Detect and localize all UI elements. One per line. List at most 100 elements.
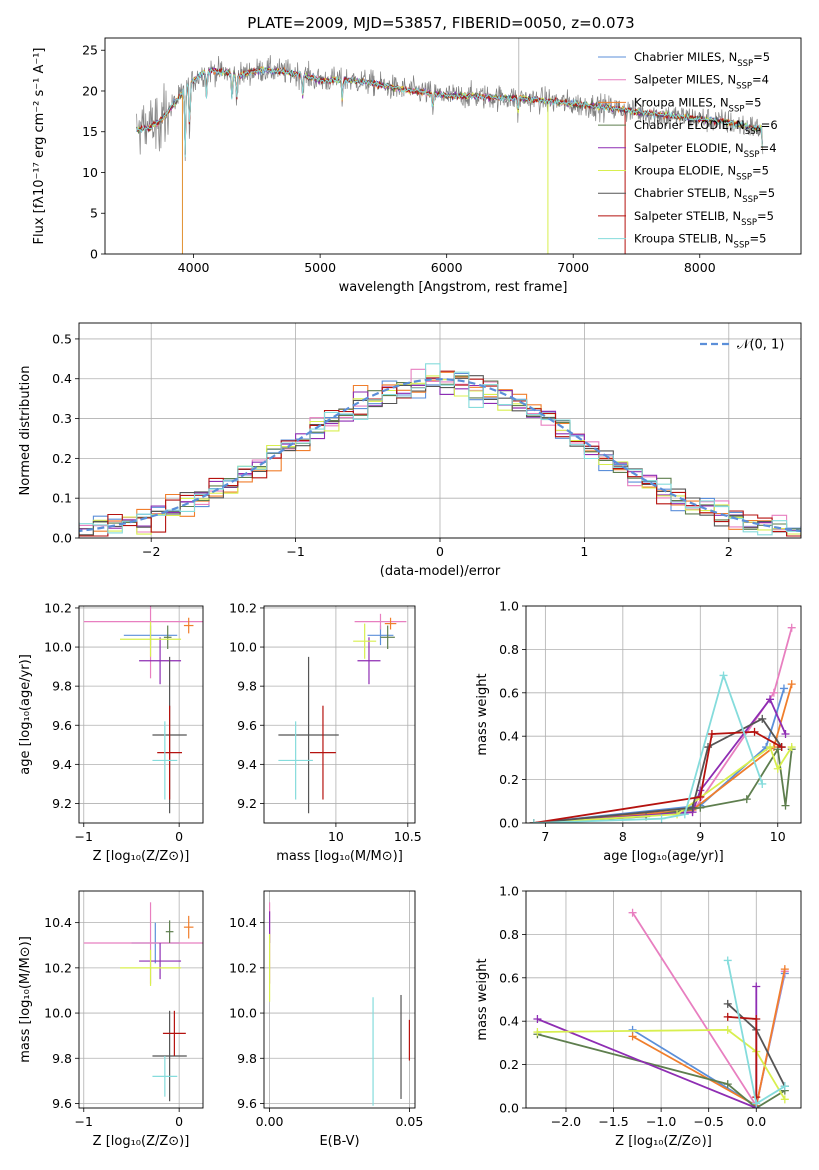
y-tick-label: 9.6 (237, 718, 257, 733)
x-axis-label: age [log₁₀(age/yr)] (603, 849, 724, 864)
x-tick-label: 10.5 (394, 829, 422, 844)
errorbar-point (310, 705, 336, 800)
mass-weight-line (537, 1028, 786, 1100)
mass-weight-marker (696, 792, 705, 801)
x-tick-label: 10 (770, 829, 786, 844)
y-tick-label: 9.8 (52, 1051, 72, 1066)
errorbar-point (278, 656, 339, 814)
y-tick-label: 10 (82, 165, 98, 180)
mass-weight-marker (758, 714, 767, 723)
mass-weight-marker (787, 680, 796, 689)
y-axis-label: age [log₁₀(age/yr)] (18, 654, 33, 775)
x-tick-label: −2 (142, 544, 160, 559)
mass-weight-line (533, 683, 793, 823)
errorbar-point (139, 637, 182, 685)
mass-weight-marker (529, 819, 538, 823)
y-axis-label: mass [log₁₀(M/M⊙)] (18, 936, 33, 1063)
y-tick-label: 0.8 (499, 642, 519, 657)
y-tick-label: 10.4 (229, 915, 257, 930)
mass-weight-marker (673, 810, 682, 819)
mass-weight-line (533, 697, 787, 823)
plot-area (529, 623, 796, 823)
x-axis-label: wavelength [Angstrom, rest frame] (339, 280, 568, 295)
x-axis-label: Z [log₁₀(Z/Z⊙)] (93, 1134, 190, 1149)
x-tick-label: 6000 (431, 260, 463, 275)
errorbar-point (152, 1010, 187, 1102)
y-tick-label: 0.5 (52, 331, 72, 346)
chart-mass-vs-ebv: 0.00 0.05 9.6 9.8 10.0 10.2 10.4 E(B-V) (229, 890, 423, 1149)
errorbar-point (354, 613, 407, 630)
axes-frame (78, 322, 802, 539)
plot-area (268, 902, 411, 1106)
x-tick-label: 4000 (178, 260, 210, 275)
y-tick-label: 0.2 (499, 1057, 519, 1072)
y-tick-label: 0.4 (52, 371, 72, 386)
x-axis-label: (data-model)/error (380, 564, 501, 579)
mass-weight-marker (781, 730, 790, 739)
mass-weight-line (537, 986, 758, 1108)
mass-weight-marker (780, 1082, 789, 1091)
mass-weight-marker (628, 908, 637, 917)
mass-weight-marker (758, 779, 767, 788)
residual-legend: 𝒩(0, 1) (700, 338, 784, 353)
mass-weight-marker (752, 1099, 761, 1108)
x-tick-label: 0 (436, 544, 444, 559)
y-tick-label: 0.0 (52, 531, 72, 546)
errorbar-point (165, 920, 174, 943)
mass-weight-line (533, 627, 793, 823)
x-tick-label: 0.00 (256, 1114, 284, 1129)
plot-area (79, 363, 801, 537)
mass-weight-marker (723, 1080, 732, 1089)
y-tick-label: 0.0 (499, 1101, 519, 1116)
errorbar-point (162, 1010, 186, 1057)
errorbar-point (278, 721, 313, 800)
y-axis-label: Flux [fλ10⁻¹⁷ erg cm⁻² s⁻¹ A⁻¹] (32, 48, 47, 245)
errorbar-point (157, 705, 183, 800)
errorbar-point (183, 617, 194, 634)
mass-weight-marker (723, 1025, 732, 1034)
x-tick-label: −2.0 (551, 1114, 581, 1129)
model-spectrum-line (136, 66, 763, 158)
mass-weight-marker (752, 982, 761, 991)
y-tick-label: 9.6 (237, 1096, 257, 1111)
y-tick-label: 20 (82, 83, 98, 98)
mass-weight-marker (704, 743, 713, 752)
x-tick-label: 2 (725, 544, 733, 559)
mass-weight-marker (696, 803, 705, 812)
chart-spectrum: 4000 5000 6000 7000 8000 0 5 10 15 20 25 wavelength… (32, 37, 802, 295)
x-tick-label: 1 (580, 544, 588, 559)
y-tick-label: 9.8 (52, 679, 72, 694)
y-tick-label: 0.4 (499, 1014, 519, 1029)
y-tick-label: 0.2 (499, 772, 519, 787)
legend-entry: 𝒩(0, 1) (737, 338, 784, 353)
mass-weight-marker (742, 795, 751, 804)
axes-frame (78, 605, 204, 824)
y-tick-label: 9.6 (52, 718, 72, 733)
mass-weight-marker (766, 743, 775, 752)
x-tick-label: −1 (75, 1114, 93, 1129)
legend-entry: Chabrier ELODIE, NSSP=6 (634, 118, 778, 137)
y-tick-label: 0.0 (499, 816, 519, 831)
residual-histogram (79, 363, 801, 536)
x-axis-label: Z [log₁₀(Z/Z⊙)] (615, 1134, 712, 1149)
y-tick-label: 0 (90, 247, 98, 262)
y-axis-label: mass weight (475, 958, 490, 1040)
y-tick-label: 10.2 (44, 960, 72, 975)
x-tick-label: −0.5 (694, 1114, 724, 1129)
errorbar-point (357, 637, 381, 685)
mass-weight-marker (719, 671, 728, 680)
errorbar-point (152, 1056, 178, 1097)
y-tick-label: 0.1 (52, 491, 72, 506)
y-tick-label: 0.6 (499, 685, 519, 700)
legend-entry: Salpeter ELODIE, NSSP=4 (634, 141, 777, 160)
mass-weight-marker (723, 999, 732, 1008)
y-tick-label: 0.6 (499, 970, 519, 985)
axes-frame (263, 605, 416, 824)
chart-age-vs-Z: −1 0 9.2 9.4 9.6 9.8 10.0 10.2 Z [log₁₀(Z/Z⊙)] ag… (18, 600, 204, 864)
x-tick-label: −1 (286, 544, 304, 559)
mass-weight-marker (773, 764, 782, 773)
legend-entry: Kroupa STELIB, NSSP=5 (634, 232, 766, 251)
mass-weight-marker (533, 1028, 542, 1037)
mass-weight-marker (766, 695, 775, 704)
